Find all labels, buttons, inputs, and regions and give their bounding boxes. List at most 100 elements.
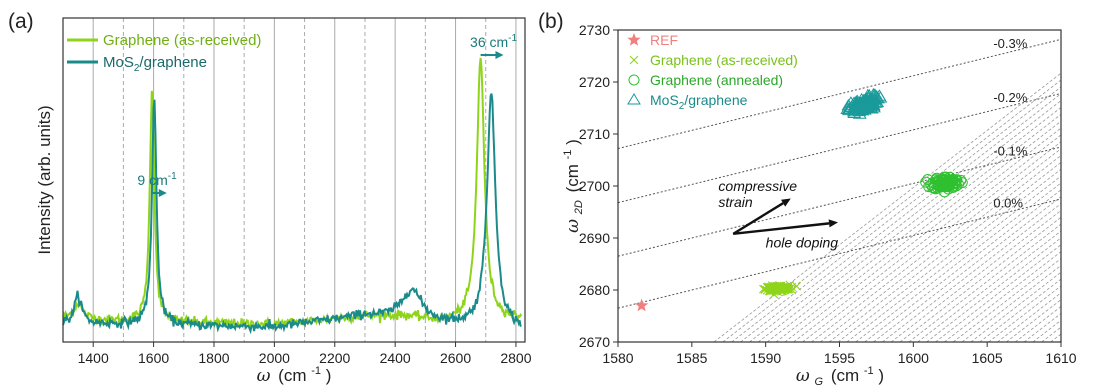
strain-line (618, 146, 1061, 257)
panel-a-shift-annotations: 9 cm-1 36 cm-1 (137, 33, 518, 197)
doping-line (1068, 30, 1101, 342)
panel-b-x-tick-label: 1600 (898, 350, 929, 366)
panel-b-y-tick-label: 2670 (579, 334, 610, 350)
panel-a-x-tick-label: 1800 (198, 350, 229, 366)
scatter-point-mos2-graphene (852, 107, 867, 119)
legend-label: Graphene (as-received) (103, 32, 261, 49)
scatter-point-graphene-annealed (922, 173, 934, 185)
panel-b-x-axis-label: ω G (cm -1 ) (796, 359, 884, 386)
annotation-text: strain (718, 194, 752, 210)
panel-b-y-tick-label: 2680 (579, 282, 610, 298)
strain-label: -0.1% (993, 144, 1027, 159)
shift-arrowhead (158, 189, 167, 197)
panel-b-strain-lines (618, 38, 1061, 309)
doping-line (1059, 340, 1061, 342)
scatter-point-mos2-graphene (849, 95, 864, 107)
panel-a-x-ticks: 1400 1600 1800 2000 2200 2400 2600 2800 (78, 342, 532, 366)
scatter-point-graphene-as-received (786, 284, 795, 293)
legend-marker (628, 74, 640, 86)
scatter-point-graphene-as-received (762, 286, 772, 295)
panel-a-x-tick-label: 2600 (440, 350, 471, 366)
panel-a: (a) 9 cm-1 36 cm-1 1400 1600 1800 2000 2200 24… (8, 10, 532, 386)
doping-line (882, 203, 1061, 342)
strain-label: 0.0% (993, 196, 1023, 211)
panel-b-y-tick-label: 2730 (579, 22, 610, 38)
scatter-point-mos2-graphene (854, 96, 869, 108)
scatter-point-ref (635, 298, 649, 312)
panel-a-spectra (62, 57, 523, 335)
panel-a-x-tick-label: 1600 (138, 350, 169, 366)
panel-b-data-points (635, 87, 968, 312)
panel-b-x-tick-label: 1605 (972, 350, 1003, 366)
scatter-point-graphene-as-received (780, 282, 789, 292)
doping-line (952, 257, 1061, 342)
panel-a-x-tick-label: 2800 (500, 350, 531, 366)
panel-b-x-tick-label: 1595 (824, 350, 855, 366)
legend-marker (627, 33, 641, 46)
legend-label: Graphene (as-received) (650, 52, 798, 68)
scatter-point-mos2-graphene (857, 103, 872, 115)
panel-b-y-tick-label: 2690 (579, 230, 610, 246)
shift-label: 36 cm-1 (470, 33, 517, 50)
panel-a-label: (a) (8, 10, 34, 33)
annotation-arrow (733, 222, 830, 236)
panel-b-label: (b) (538, 10, 564, 33)
panel-a-x-axis-label: ω (cm -1 ) (257, 359, 332, 386)
panel-a-x-tick-label: 1400 (78, 350, 109, 366)
legend-label: MoS2/graphene (650, 92, 748, 112)
panel-a-x-tick-label: 2400 (380, 350, 411, 366)
doping-line (988, 285, 1061, 342)
legend-marker (629, 55, 639, 65)
panel-b-x-tick-label: 1610 (1045, 350, 1076, 366)
doping-line (864, 189, 1061, 342)
shift-arrowhead (495, 51, 504, 59)
shift-label: 9 cm-1 (137, 171, 177, 188)
panel-a-y-axis-label: Intensity (arb. units) (35, 105, 54, 254)
panel-a-x-tick-label: 2200 (319, 350, 350, 366)
annotation-arrowhead (781, 198, 791, 207)
doping-line (1041, 326, 1061, 342)
panel-a-gridlines (92, 18, 517, 342)
doping-line (1095, 30, 1101, 342)
panel-b-x-tick-label: 1580 (602, 350, 633, 366)
strain-line (618, 38, 1061, 150)
panel-b-ticks: 1580 1585 1590 1595 1600 1605 1610 2670 2680 2690… (579, 22, 1077, 366)
annotation-text: compressive (718, 178, 797, 194)
panel-b-legend: REF Graphene (as-received) Graphene (annea… (627, 32, 798, 112)
scatter-point-mos2-graphene (866, 87, 881, 100)
doping-line (899, 216, 1061, 342)
scatter-point-graphene-annealed (935, 177, 947, 189)
strain-line (618, 92, 1061, 204)
panel-b-y-tick-label: 2700 (579, 178, 610, 194)
panel-b-y-tick-label: 2710 (579, 126, 610, 142)
annotation-arrow (732, 202, 784, 235)
legend-label: REF (650, 32, 678, 48)
annotation-arrowhead (828, 219, 839, 228)
strain-label: -0.2% (993, 90, 1027, 105)
strain-line (618, 198, 1061, 309)
doping-line (828, 161, 1061, 342)
doping-line (1023, 312, 1061, 342)
panel-b: (b) 0.0% -0.1% -0.2% -0.3% compressivestrai… (538, 10, 1101, 386)
scatter-point-graphene-annealed (940, 178, 952, 190)
panel-b-strain-labels: 0.0% -0.1% -0.2% -0.3% (993, 36, 1027, 211)
scatter-point-graphene-as-received (774, 285, 784, 294)
scatter-point-mos2-graphene (865, 95, 880, 108)
panel-a-plot-frame (62, 17, 526, 343)
legend-label: Graphene (annealed) (650, 72, 783, 88)
doping-line (979, 278, 1061, 342)
scatter-point-mos2-graphene (863, 96, 878, 109)
annotation-text: hole doping (766, 234, 839, 250)
scatter-point-graphene-as-received (776, 284, 785, 294)
panel-a-series-graphene (62, 57, 523, 330)
panel-a-x-tick-label: 2000 (259, 350, 290, 366)
panel-a-legend: Graphene (as-received) MoS2/graphene (67, 32, 261, 74)
doping-line (1086, 30, 1101, 342)
doping-line (1032, 319, 1061, 342)
panel-b-x-tick-label: 1585 (676, 350, 707, 366)
doping-line (846, 175, 1061, 342)
doping-line (970, 271, 1061, 342)
panel-b-y-axis-label: ω 2D (cm -1 ) (556, 139, 586, 233)
panel-b-y-tick-label: 2720 (579, 74, 610, 90)
